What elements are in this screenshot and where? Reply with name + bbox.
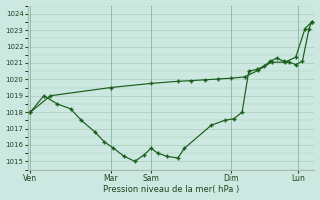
X-axis label: Pression niveau de la mer( hPa ): Pression niveau de la mer( hPa ) [103,185,239,194]
